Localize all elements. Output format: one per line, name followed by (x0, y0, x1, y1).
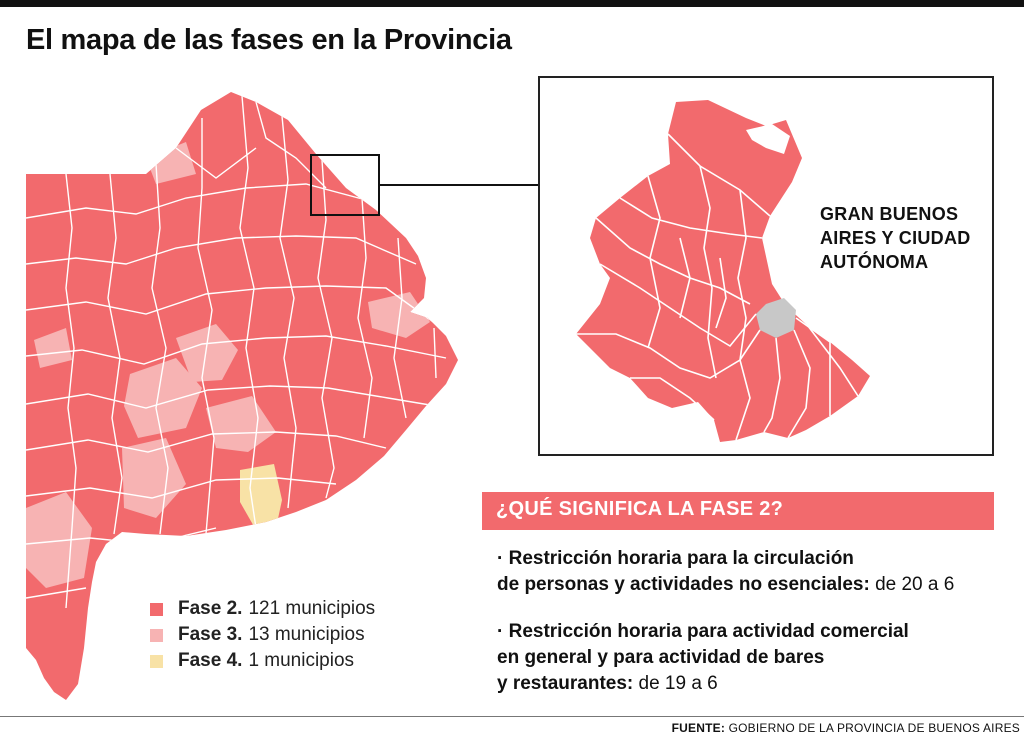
municipality-phase-3 (122, 438, 186, 518)
inset-label: GRAN BUENOS AIRES Y CIUDAD AUTÓNOMA (820, 202, 990, 274)
phase-2-banner: ¿QUÉ SIGNIFICA LA FASE 2? (482, 492, 994, 530)
restriction-commerce: · Restricción horaria para actividad com… (497, 619, 1017, 697)
municipality-phase-3 (176, 324, 238, 382)
legend-swatch (150, 654, 163, 668)
gba-borders (576, 133, 859, 441)
legend-item-phase-4: Fase 4. 1 municipios (150, 648, 375, 674)
inset-label-line: AUTÓNOMA (820, 252, 929, 272)
municipality-phase-3 (26, 492, 92, 588)
bullet-hours: de 19 a 6 (633, 673, 718, 694)
legend-value: 1 municipios (248, 650, 355, 671)
legend-swatch (150, 602, 163, 616)
legend-label: Fase 3. (178, 624, 243, 645)
buenos-aires-city (756, 298, 796, 338)
municipality-phase-3 (146, 142, 196, 184)
bullet-text: de personas y actividades no esenciales: (497, 574, 870, 595)
bullet-text: · Restricción horaria para actividad com… (497, 621, 909, 642)
inset-label-line: AIRES Y CIUDAD (820, 228, 971, 248)
restriction-circulation: · Restricción horaria para la circulació… (497, 546, 1017, 598)
source-label: FUENTE: (671, 721, 726, 735)
legend-value: 13 municipios (248, 624, 365, 645)
legend-swatch (150, 628, 163, 642)
bullet-text: · Restricción horaria para la circulació… (497, 548, 854, 569)
province-map (26, 92, 458, 700)
municipality-borders (26, 95, 447, 609)
legend-label: Fase 2. (178, 598, 243, 619)
bullet-text: y restaurantes: (497, 673, 634, 694)
municipality-phase-3 (124, 358, 202, 438)
gba-shape (576, 100, 870, 442)
legend: Fase 2. 121 municipios Fase 3. 13 munici… (150, 596, 375, 674)
inset-label-line: GRAN BUENOS (820, 204, 959, 224)
municipality-phase-3 (368, 292, 430, 338)
source-credit: FUENTE: GOBIERNO DE LA PROVINCIA DE BUEN… (672, 721, 1020, 735)
zoom-indicator (310, 154, 380, 216)
municipality-phase-3 (206, 396, 276, 452)
footer-divider (0, 716, 1024, 717)
legend-label: Fase 4. (178, 650, 243, 671)
legend-item-phase-2: Fase 2. 121 municipios (150, 596, 375, 622)
bullet-hours: de 20 a 6 (869, 574, 955, 595)
source-text: GOBIERNO DE LA PROVINCIA DE BUENOS AIRES (725, 721, 1020, 735)
province-shape (26, 92, 458, 700)
river-cutout (746, 124, 790, 154)
inset-frame: GRAN BUENOS AIRES Y CIUDAD AUTÓNOMA (538, 76, 994, 456)
bullet-text: en general y para actividad de bares (497, 647, 825, 668)
legend-value: 121 municipios (248, 598, 376, 619)
legend-item-phase-3: Fase 3. 13 municipios (150, 622, 375, 648)
municipality-phase-3 (34, 328, 72, 368)
zoom-connector-line (380, 184, 538, 186)
top-border (0, 0, 1024, 7)
page-title: El mapa de las fases en la Provincia (26, 24, 512, 56)
gba-map (576, 100, 870, 442)
